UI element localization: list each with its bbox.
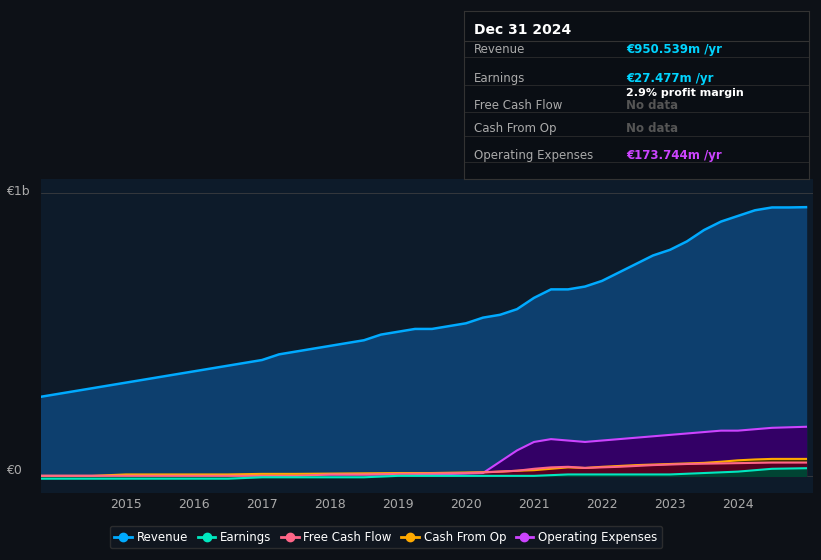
Text: No data: No data — [626, 122, 678, 135]
Text: €1b: €1b — [7, 185, 30, 198]
Text: Operating Expenses: Operating Expenses — [475, 149, 594, 162]
Text: €0: €0 — [7, 464, 22, 477]
Text: Revenue: Revenue — [475, 43, 525, 56]
Text: Dec 31 2024: Dec 31 2024 — [475, 23, 571, 37]
Text: Earnings: Earnings — [475, 72, 525, 85]
Legend: Revenue, Earnings, Free Cash Flow, Cash From Op, Operating Expenses: Revenue, Earnings, Free Cash Flow, Cash … — [110, 526, 662, 548]
Text: €27.477m /yr: €27.477m /yr — [626, 72, 713, 85]
Text: €950.539m /yr: €950.539m /yr — [626, 43, 722, 56]
Text: Cash From Op: Cash From Op — [475, 122, 557, 135]
Text: Free Cash Flow: Free Cash Flow — [475, 99, 562, 111]
Text: €173.744m /yr: €173.744m /yr — [626, 149, 722, 162]
Text: No data: No data — [626, 99, 678, 111]
Text: 2.9% profit margin: 2.9% profit margin — [626, 88, 744, 99]
